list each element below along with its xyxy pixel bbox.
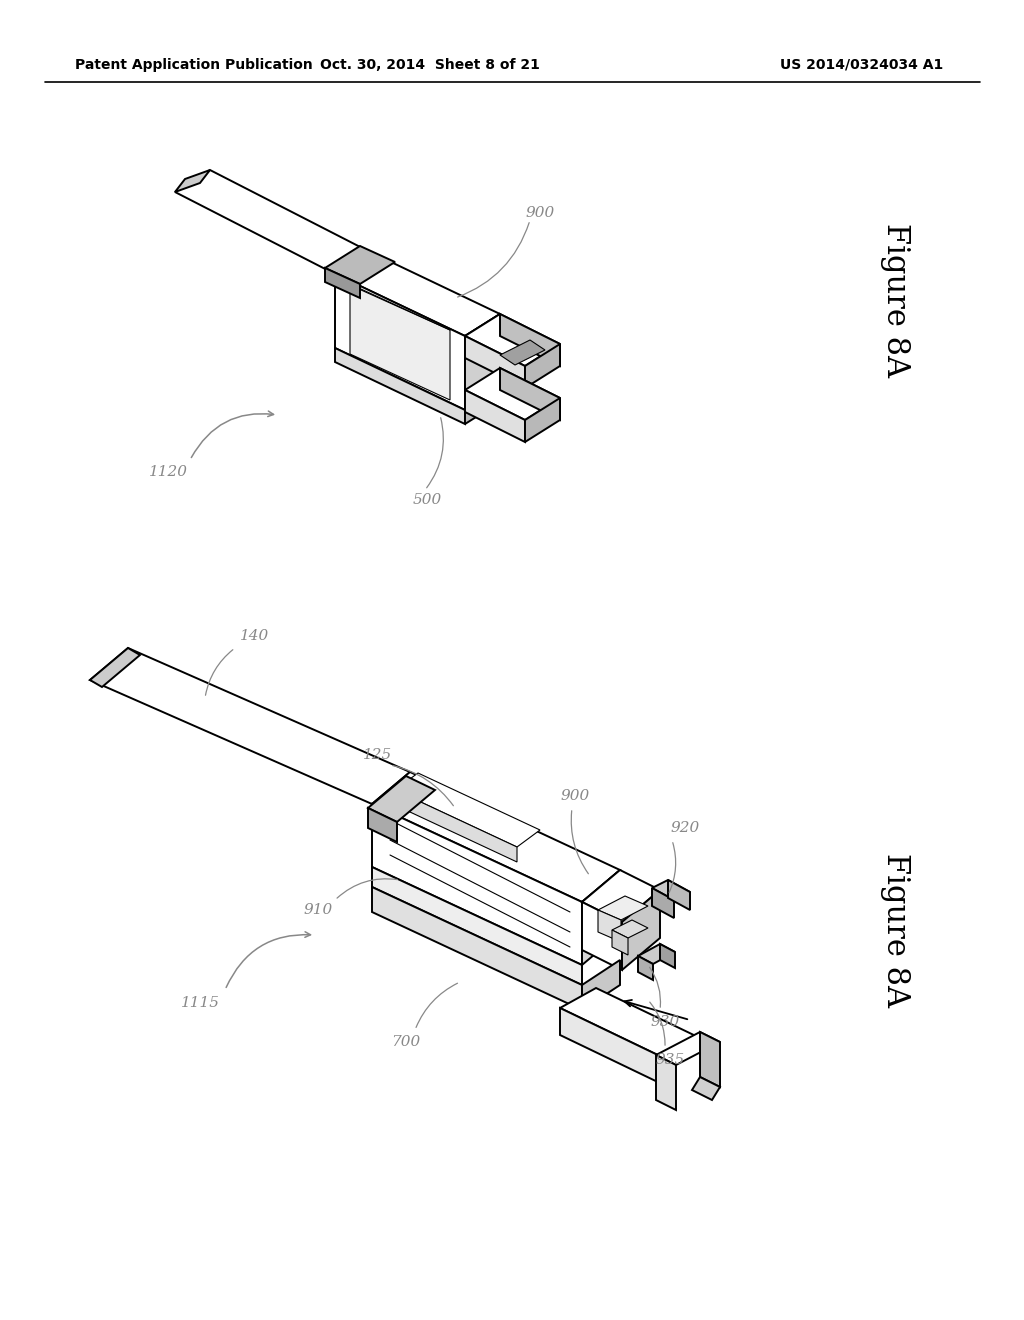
Polygon shape [582,870,620,965]
Polygon shape [638,944,675,964]
Text: Patent Application Publication: Patent Application Publication [75,58,312,73]
Polygon shape [465,314,560,366]
Text: 125: 125 [364,748,392,762]
Polygon shape [700,1032,720,1086]
Text: 140: 140 [241,630,269,643]
Text: 900: 900 [525,206,555,220]
Polygon shape [350,284,450,400]
Polygon shape [500,341,545,366]
Polygon shape [368,808,397,842]
Polygon shape [368,776,435,822]
Polygon shape [465,388,500,424]
Polygon shape [325,246,395,284]
Text: 910: 910 [303,903,333,917]
Polygon shape [465,389,525,442]
Text: 1115: 1115 [180,997,219,1010]
Polygon shape [372,867,582,985]
Text: US 2014/0324034 A1: US 2014/0324034 A1 [780,58,943,73]
Polygon shape [372,772,620,902]
Polygon shape [582,870,660,921]
Polygon shape [656,1032,720,1065]
Polygon shape [656,1055,676,1110]
Text: Oct. 30, 2014  Sheet 8 of 21: Oct. 30, 2014 Sheet 8 of 21 [321,58,540,73]
Polygon shape [622,890,660,970]
Polygon shape [525,345,560,388]
Text: 930: 930 [650,1015,680,1030]
Polygon shape [660,944,675,968]
Polygon shape [175,170,370,275]
Polygon shape [612,920,648,939]
Text: 935: 935 [655,1053,685,1067]
Polygon shape [525,399,560,442]
Polygon shape [560,1008,664,1085]
Polygon shape [598,909,621,942]
Polygon shape [372,804,582,965]
Text: 700: 700 [391,1035,421,1049]
Polygon shape [465,337,525,388]
Polygon shape [90,648,410,804]
Polygon shape [612,931,628,954]
Polygon shape [582,960,620,1010]
Text: 1120: 1120 [148,465,187,479]
Text: 900: 900 [560,789,590,803]
Polygon shape [500,314,560,366]
Text: Figure 8A: Figure 8A [880,853,910,1007]
Text: Figure 8A: Figure 8A [880,223,910,378]
Polygon shape [325,268,360,298]
Polygon shape [582,902,622,970]
Polygon shape [598,896,648,920]
Text: 920: 920 [671,821,699,836]
Polygon shape [372,887,582,1010]
Polygon shape [175,170,210,191]
Polygon shape [560,987,700,1059]
Polygon shape [652,888,674,917]
Polygon shape [465,368,560,420]
Polygon shape [90,648,140,686]
Polygon shape [395,774,540,847]
Polygon shape [692,1077,720,1100]
Polygon shape [335,348,465,424]
Text: 500: 500 [413,492,441,507]
Polygon shape [638,956,653,979]
Polygon shape [335,275,465,411]
Polygon shape [465,314,500,411]
Polygon shape [395,789,517,862]
Polygon shape [652,880,690,900]
Polygon shape [335,252,500,337]
Polygon shape [500,368,560,420]
Polygon shape [668,880,690,909]
